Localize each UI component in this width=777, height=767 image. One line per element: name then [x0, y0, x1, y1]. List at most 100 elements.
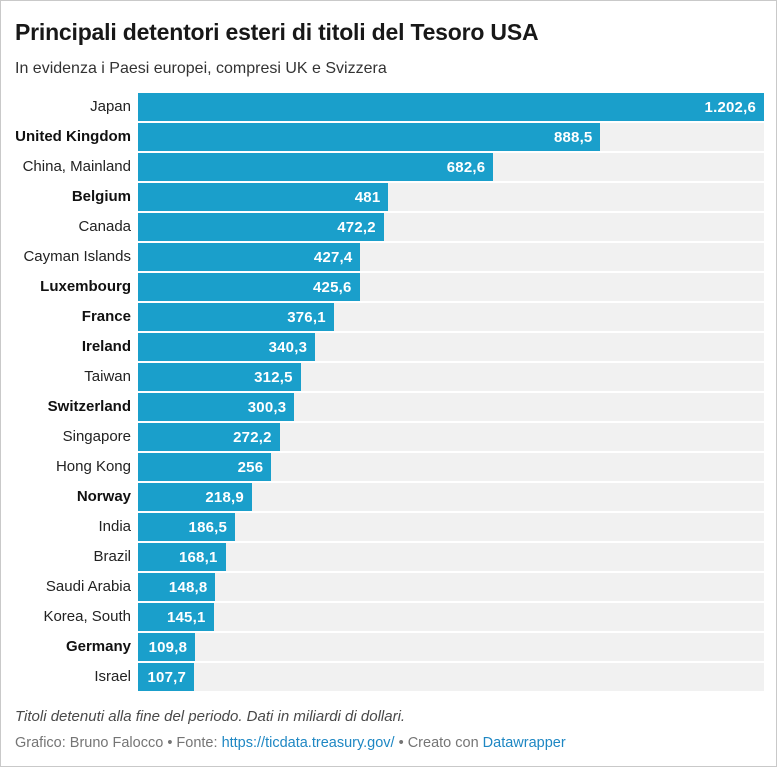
bar-row: Hong Kong 256	[15, 453, 764, 481]
bar[interactable]: 272,2	[138, 423, 280, 451]
category-label: Brazil	[93, 548, 131, 565]
value-label: 256	[237, 458, 264, 476]
chart-title: Principali detentori esteri di titoli de…	[15, 19, 539, 45]
bar[interactable]: 218,9	[138, 483, 252, 511]
chart-note: Titoli detenuti alla fine del periodo. D…	[15, 708, 406, 725]
category-label: Germany	[65, 638, 131, 655]
bar[interactable]: 109,8	[138, 633, 196, 661]
value-label: 145,1	[166, 608, 206, 626]
bar-row: Taiwan 312,5	[15, 363, 764, 391]
bar[interactable]: 256	[138, 453, 272, 481]
bar-row: France 376,1	[15, 303, 764, 331]
bar-row: Cayman Islands 427,4	[15, 243, 764, 271]
category-label: Hong Kong	[55, 458, 131, 475]
bar-track: 312,5	[138, 363, 764, 391]
bar[interactable]: 168,1	[138, 543, 226, 571]
value-label: 168,1	[178, 548, 218, 566]
bar-row: China, Mainland 682,6	[15, 153, 764, 181]
value-label: 427,4	[313, 248, 353, 266]
bar-row: India 186,5	[15, 513, 764, 541]
bar-track: 1.202,6	[138, 93, 764, 121]
bar-row: Switzerland 300,3	[15, 393, 764, 421]
bar-track: 109,8	[138, 633, 764, 661]
bar[interactable]: 481	[138, 183, 389, 211]
bar-track: 272,2	[138, 423, 764, 451]
bar-row: United Kingdom 888,5	[15, 123, 764, 151]
bar-row: Belgium 481	[15, 183, 764, 211]
category-label: United Kingdom	[15, 128, 131, 145]
bar-track: 148,8	[138, 573, 764, 601]
category-label: Saudi Arabia	[45, 578, 131, 595]
bar[interactable]: 888,5	[138, 123, 601, 151]
bar[interactable]: 145,1	[138, 603, 214, 631]
value-label: 1.202,6	[704, 98, 756, 116]
bar[interactable]: 427,4	[138, 243, 361, 271]
datawrapper-link[interactable]: Datawrapper	[482, 735, 566, 751]
bar[interactable]: 425,6	[138, 273, 360, 301]
bar-row: Israel 107,7	[15, 663, 764, 691]
bar[interactable]: 682,6	[138, 153, 494, 181]
category-label: Singapore	[62, 428, 131, 445]
bar-track: 168,1	[138, 543, 764, 571]
bar-track: 107,7	[138, 663, 764, 691]
bar-row: Brazil 168,1	[15, 543, 764, 571]
value-label: 186,5	[188, 518, 228, 536]
value-label: 472,2	[337, 218, 376, 236]
category-label: Switzerland	[47, 398, 131, 415]
value-label: 340,3	[268, 338, 308, 356]
bar-track: 145,1	[138, 603, 764, 631]
bar[interactable]: 186,5	[138, 513, 236, 541]
bar[interactable]: 1.202,6	[138, 93, 764, 121]
value-label: 888,5	[553, 128, 593, 146]
bar[interactable]: 148,8	[138, 573, 216, 601]
bar-row: Japan 1.202,6	[15, 93, 764, 121]
value-label: 376,1	[287, 308, 326, 326]
bar-row: Germany 109,8	[15, 633, 764, 661]
bar-track: 256	[138, 453, 764, 481]
category-label: Norway	[76, 488, 131, 505]
bar-row: Canada 472,2	[15, 213, 764, 241]
value-label: 481	[354, 188, 381, 206]
chart-subtitle: In evidenza i Paesi europei, compresi UK…	[15, 60, 387, 77]
bar[interactable]: 376,1	[138, 303, 334, 331]
bar-track: 300,3	[138, 393, 764, 421]
category-label: France	[81, 308, 131, 325]
category-label: Luxembourg	[40, 278, 131, 295]
category-label: Canada	[78, 218, 131, 235]
category-label: Israel	[94, 668, 131, 685]
bar-track: 472,2	[138, 213, 764, 241]
value-label: 425,6	[312, 278, 352, 296]
value-label: 218,9	[205, 488, 244, 506]
chart-credit: Grafico: Bruno Falocco • Fonte: https://…	[15, 733, 762, 753]
bar-row: Korea, South 145,1	[15, 603, 764, 631]
bar-track: 427,4	[138, 243, 764, 271]
category-label: Taiwan	[84, 368, 131, 385]
bar-track: 682,6	[138, 153, 764, 181]
category-label: Ireland	[81, 338, 131, 355]
credit-middle: • Creato con	[394, 735, 483, 751]
bar-row: Norway 218,9	[15, 483, 764, 511]
bar-track: 376,1	[138, 303, 764, 331]
category-label: Korea, South	[43, 608, 131, 625]
value-label: 109,8	[148, 638, 188, 656]
bar-chart: Japan 1.202,6 United Kingdom 888,5 China, Ma…	[15, 93, 764, 691]
value-label: 272,2	[233, 428, 272, 446]
bar[interactable]: 472,2	[138, 213, 384, 241]
value-label: 682,6	[446, 158, 486, 176]
bar[interactable]: 340,3	[138, 333, 316, 361]
category-label: India	[98, 518, 131, 535]
bar[interactable]: 107,7	[138, 663, 195, 691]
bar[interactable]: 300,3	[138, 393, 295, 421]
bar[interactable]: 312,5	[138, 363, 301, 391]
bar-track: 425,6	[138, 273, 764, 301]
bar-track: 186,5	[138, 513, 764, 541]
bar-row: Singapore 272,2	[15, 423, 764, 451]
bar-row: Ireland 340,3	[15, 333, 764, 361]
bar-row: Saudi Arabia 148,8	[15, 573, 764, 601]
bar-track: 340,3	[138, 333, 764, 361]
category-label: Japan	[90, 98, 131, 115]
value-label: 148,8	[168, 578, 208, 596]
source-link[interactable]: https://ticdata.treasury.gov/	[221, 735, 395, 751]
value-label: 300,3	[247, 398, 287, 416]
